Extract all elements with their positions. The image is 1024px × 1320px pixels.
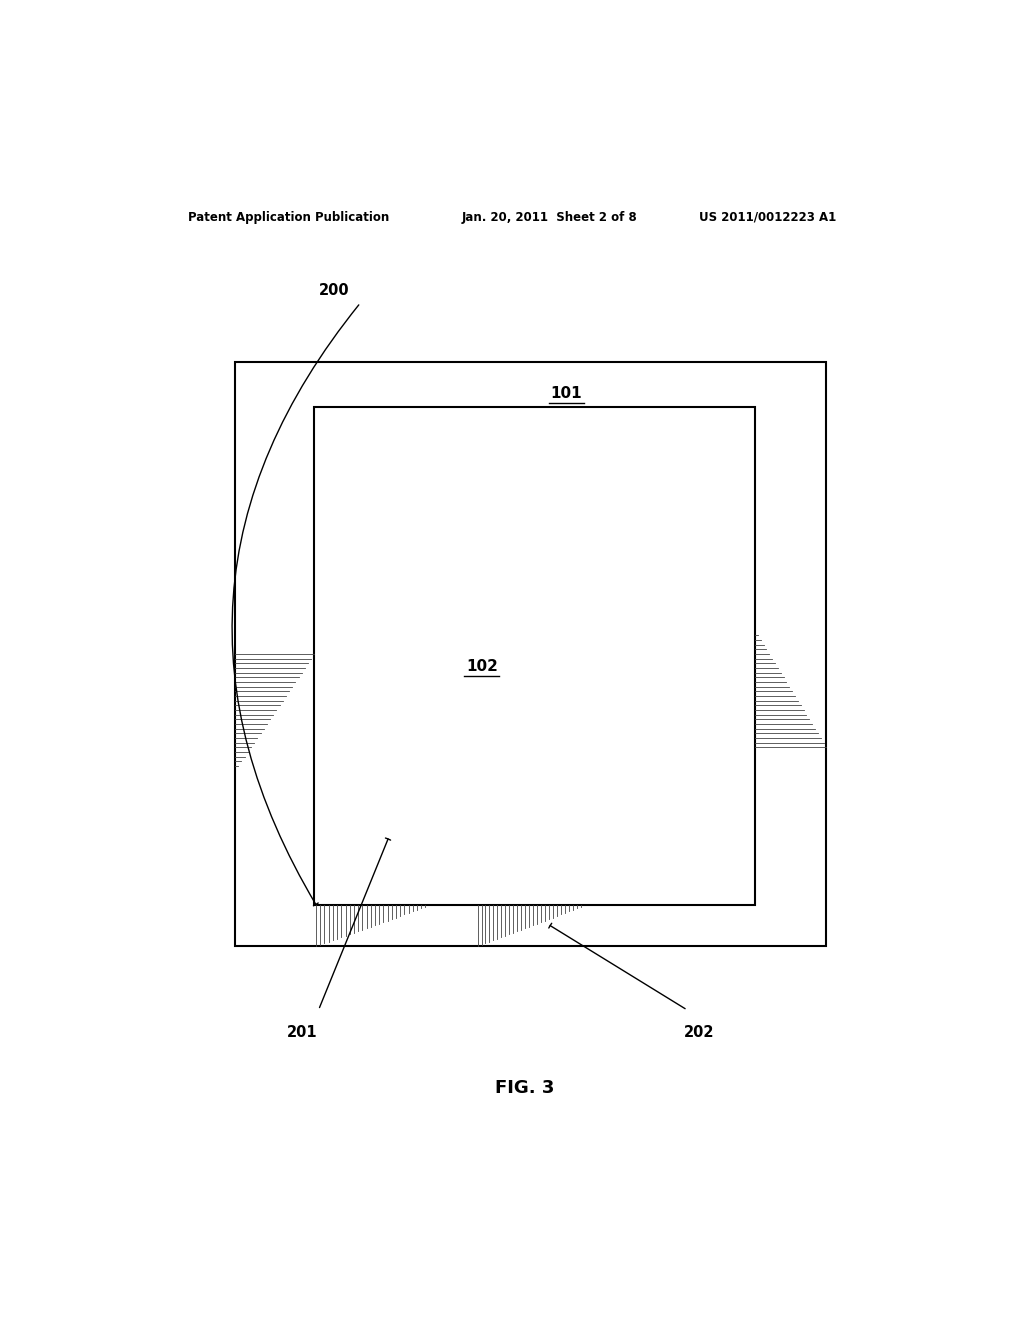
Bar: [236, 362, 826, 946]
Text: 201: 201: [288, 1026, 317, 1040]
Text: 102: 102: [466, 659, 498, 675]
Text: US 2011/0012223 A1: US 2011/0012223 A1: [699, 211, 837, 224]
Text: 200: 200: [318, 282, 349, 298]
Text: Jan. 20, 2011  Sheet 2 of 8: Jan. 20, 2011 Sheet 2 of 8: [461, 211, 637, 224]
Text: 101: 101: [551, 387, 582, 401]
Text: FIG. 3: FIG. 3: [496, 1080, 554, 1097]
Text: 202: 202: [684, 1026, 715, 1040]
Text: Patent Application Publication: Patent Application Publication: [187, 211, 389, 224]
Bar: [314, 408, 755, 906]
